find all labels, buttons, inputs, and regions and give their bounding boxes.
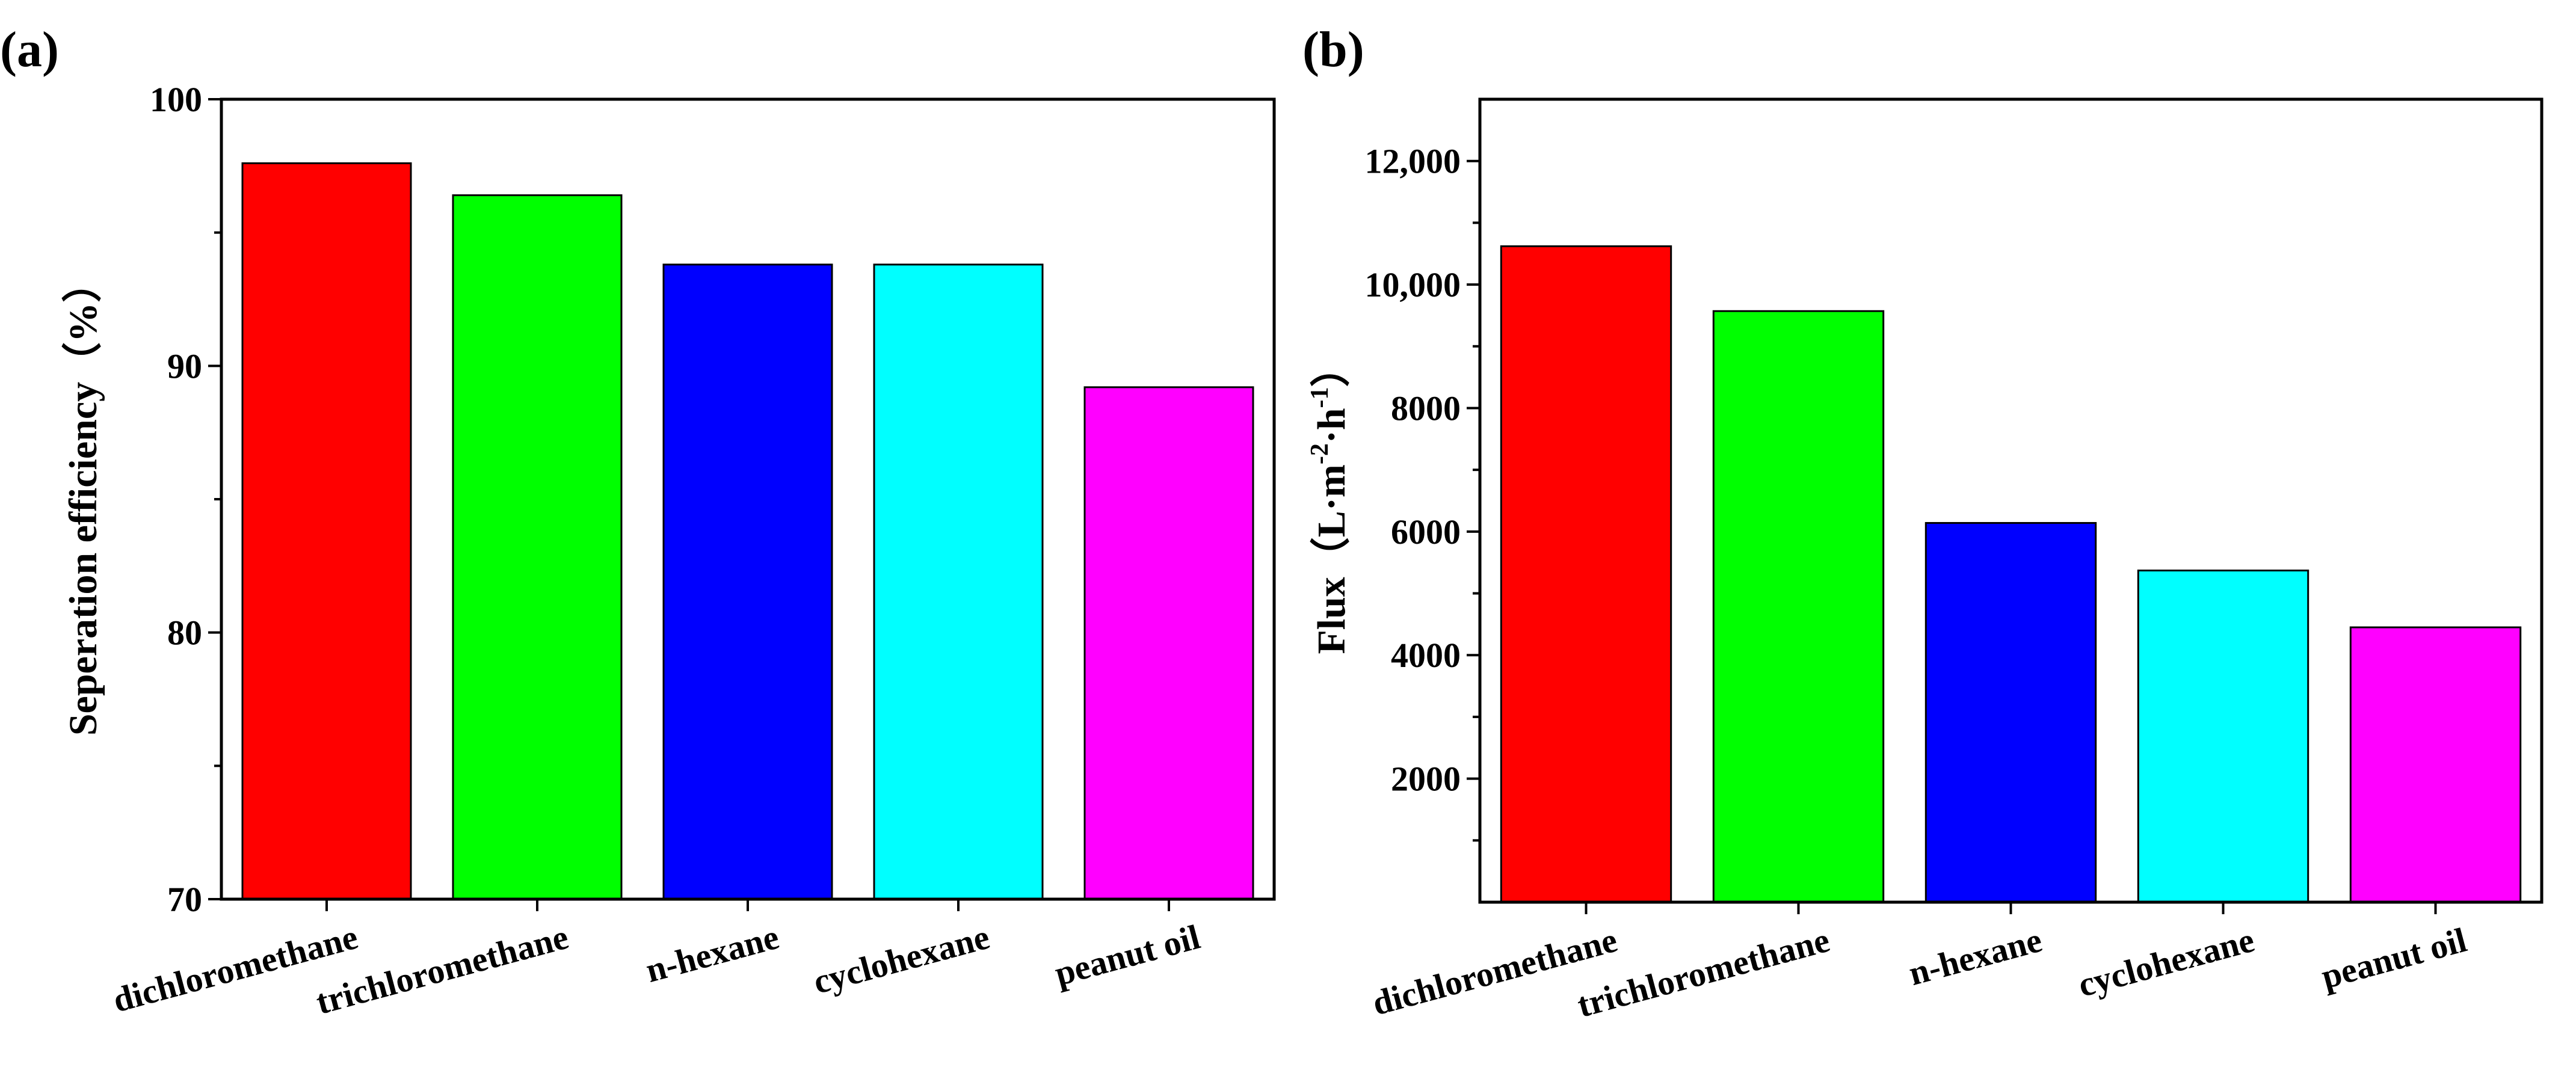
panel-a-label: (a): [0, 22, 59, 78]
y-axis-title-b-exp2: -1: [1306, 387, 1334, 408]
y-axis-title-b-end: ）: [1309, 347, 1354, 387]
y-axis-title-a: Seperation efficiency（%）: [61, 263, 105, 736]
bar-dichloromethane: [1500, 245, 1672, 903]
bar-peanut-oil: [2349, 626, 2522, 903]
bar-trichloromethane: [1712, 310, 1885, 903]
bars-group-a: [241, 162, 1254, 900]
bar-n-hexane: [662, 263, 833, 900]
y-axis-title-b-mid: ·h: [1310, 408, 1354, 443]
bar-trichloromethane: [452, 194, 623, 900]
y-axis-ticks-a: 70 80 90 100: [150, 80, 221, 919]
bars-group-b: [1500, 245, 2522, 903]
x-tick-label: cyclohexane: [2074, 920, 2258, 1004]
y-tick-label: 70: [167, 880, 202, 919]
bar-peanut-oil: [1083, 386, 1254, 900]
y-tick-label: 2000: [1391, 760, 1461, 799]
y-axis-title-b-base: Flux（L·m: [1309, 464, 1354, 654]
y-tick-label: 8000: [1391, 389, 1461, 428]
y-tick-label: 12,000: [1365, 142, 1461, 181]
bar-cyclohexane: [873, 263, 1044, 900]
bar-n-hexane: [1924, 521, 2097, 903]
y-tick-label: 4000: [1391, 636, 1461, 675]
x-tick-label: n-hexane: [1905, 920, 2046, 993]
y-tick-label: 6000: [1391, 512, 1461, 552]
chart-panel-b: (b) 2000 4000 6000 8000 10,000 12,000 dichlor…: [1302, 22, 2544, 1025]
y-tick-label: 90: [167, 346, 202, 386]
bar-dichloromethane: [241, 162, 412, 900]
y-axis-title-b-exp1: -2: [1306, 443, 1334, 464]
y-tick-label: 80: [167, 613, 202, 653]
chart-panel-a: (a) 70 80 90 100 dichloromethanetrichlorome…: [0, 22, 1276, 1022]
y-axis-ticks-b: 2000 4000 6000 8000 10,000 12,000: [1365, 142, 1480, 842]
panel-b-label: (b): [1302, 22, 1364, 78]
x-tick-label: n-hexane: [642, 917, 783, 990]
x-tick-label: peanut oil: [2317, 920, 2471, 997]
x-tick-label: cyclohexane: [809, 917, 993, 1001]
y-tick-label: 10,000: [1365, 265, 1461, 304]
y-tick-label: 100: [150, 80, 202, 119]
x-tick-label: peanut oil: [1050, 917, 1204, 994]
y-axis-title-b: Flux（L·m-2·h-1）: [1306, 347, 1354, 654]
bar-cyclohexane: [2137, 570, 2309, 903]
